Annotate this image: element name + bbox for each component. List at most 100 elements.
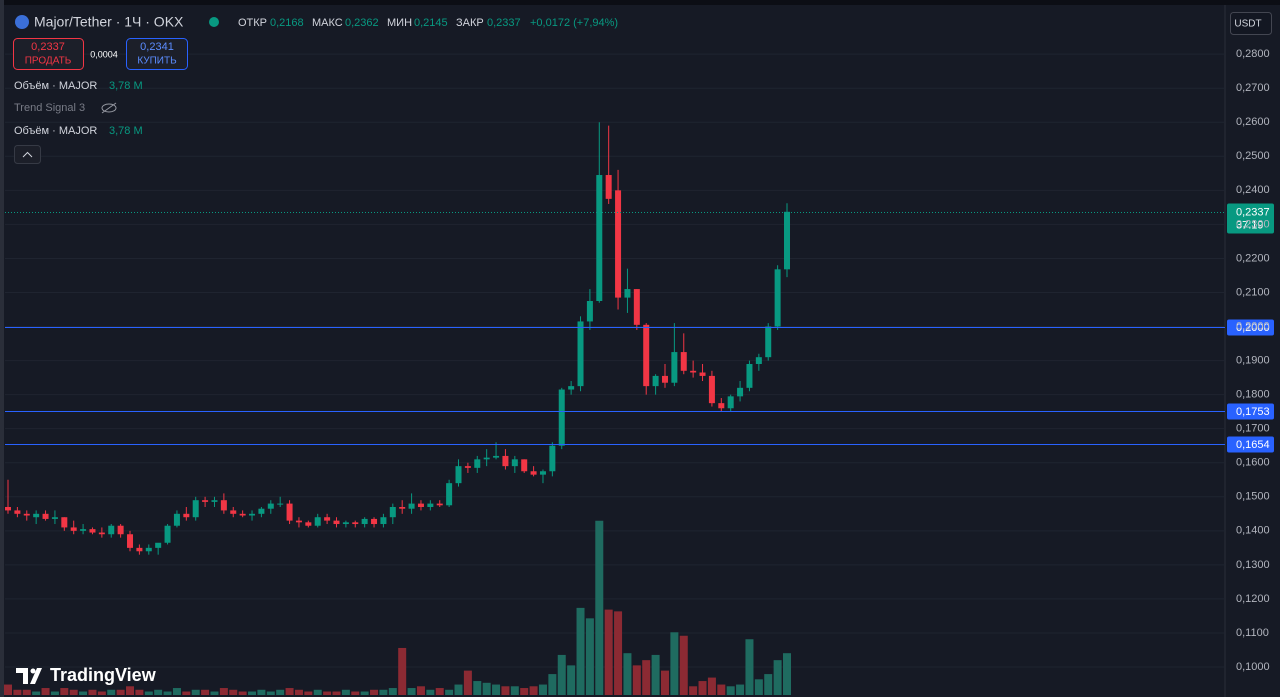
currency-button[interactable] [1230,12,1272,35]
indicator-name[interactable]: Объём · MAJOR [14,80,97,92]
volume-bar [538,684,547,695]
indicator-name[interactable]: Объём · MAJOR [14,125,97,137]
market-status [209,17,219,27]
collapse-button[interactable] [14,145,41,164]
price-line-tag [1227,403,1274,420]
volume-bar [642,660,651,695]
volume-bar [623,653,632,695]
candle-body [539,471,546,475]
candle-body [671,352,678,383]
volume-bar [557,654,566,695]
volume-bar [32,691,41,695]
candle-body [633,289,640,325]
volume-bar [276,689,285,695]
candle-body [718,403,725,409]
candle-body [211,500,218,502]
volume-bar [501,686,510,695]
candle-body [192,500,199,518]
candle-body [267,503,274,509]
volume-bar [529,686,538,695]
volume-bar [398,647,407,695]
volume-bar [707,677,716,695]
ohlc-value: 0,2168 [270,17,304,29]
sell-price: 0,2337 [31,41,65,53]
hidden-eye-icon[interactable] [101,102,117,114]
volume-bar [510,686,519,695]
sell-button[interactable] [13,38,84,70]
candle-body [89,529,96,533]
candle-body [61,517,68,528]
volume-bar [426,689,435,695]
candle-body [464,466,471,468]
volume-bar [41,688,50,695]
volume-bar [585,618,594,695]
candle-body [690,370,697,373]
candle-body [352,522,359,525]
volume-bar [144,691,153,695]
candle-body [774,269,781,327]
volume-bar [191,689,200,695]
candle-body [568,386,575,390]
candle-body [33,513,40,518]
y-tick-label: 0,2100 [1236,286,1270,298]
indicator-value: 3,78 M [109,80,143,92]
volume-bar [360,691,369,695]
candle-body [399,507,406,509]
volume-bar [135,689,144,695]
volume-layer [4,520,791,695]
volume-bar [388,688,397,695]
y-tick-label: 0,2200 [1236,252,1270,264]
price-line-label: 0,2000 [1236,322,1270,334]
symbol[interactable]: Major/Tether · 1Ч · OKX [34,14,184,30]
candle-body [661,375,668,383]
volume-bar [266,691,275,695]
candle-body [164,525,171,543]
volume-bar [679,635,688,695]
buy-button[interactable] [126,38,188,70]
volume-bar [201,689,210,695]
volume-bar [492,684,501,695]
volume-bar [4,684,12,695]
candle-body [549,445,556,472]
volume-bar [116,689,125,695]
volume-bar [69,689,78,695]
indicator-name[interactable]: Trend Signal 3 [14,102,85,114]
top-bar [0,0,1280,5]
candle-body [155,542,162,548]
left-edge [0,0,4,697]
candle-body [183,513,190,518]
symbol-icon [15,15,29,29]
volume-bar [651,654,660,695]
volume-bar [482,682,491,695]
candle-body [727,396,734,409]
volume-bar [445,689,454,695]
price-line-label: 0,1753 [1236,406,1270,418]
sell-label: ПРОДАТЬ [25,56,72,67]
volume-bar [22,689,31,695]
volume-bar [351,691,360,695]
volume-bar [304,691,313,695]
candle-body [277,503,284,505]
candle-body [446,483,453,506]
volume-bar [341,689,350,695]
y-tick-label: 0,2800 [1236,48,1270,60]
candle-body [708,375,715,404]
ohlc-value: 0,2337 [487,17,521,29]
candle-body [624,289,631,298]
volume-bar [182,691,191,695]
last-price-label: 0,2337 [1236,206,1270,218]
volume-bar [416,686,425,695]
candle-body [98,532,105,535]
volume-bar [332,691,341,695]
candle-body [5,507,11,511]
candle-body [173,513,180,526]
candle-body [258,508,265,514]
volume-bar [473,681,482,695]
candle-body [145,547,152,552]
candle-body [361,518,368,525]
candle-body [70,527,77,531]
grid-layer [5,53,1225,668]
